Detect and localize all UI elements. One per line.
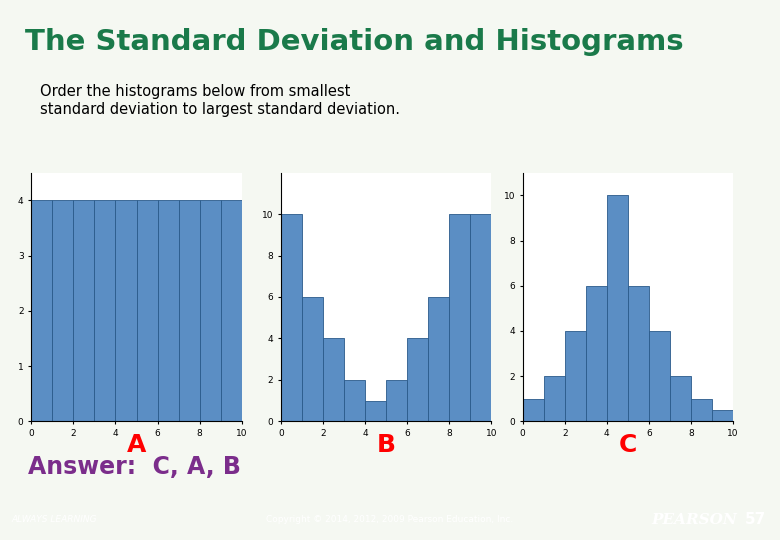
Bar — [407, 339, 428, 421]
Bar — [323, 339, 344, 421]
Bar — [200, 200, 221, 421]
Bar — [73, 200, 94, 421]
Bar — [428, 297, 449, 421]
Bar — [115, 200, 136, 421]
Bar — [607, 195, 628, 421]
Bar — [281, 214, 302, 421]
Bar — [691, 399, 712, 421]
Bar — [179, 200, 200, 421]
Bar — [344, 380, 365, 421]
Text: Answer:  C, A, B: Answer: C, A, B — [28, 455, 241, 479]
Bar — [523, 399, 544, 421]
Bar — [586, 286, 607, 421]
Bar — [136, 200, 158, 421]
Bar — [712, 410, 733, 421]
Bar — [470, 214, 491, 421]
Bar — [565, 331, 586, 421]
Bar — [31, 200, 52, 421]
Bar — [449, 214, 470, 421]
Bar — [52, 200, 73, 421]
Text: 57: 57 — [745, 512, 766, 527]
Bar — [544, 376, 565, 421]
Bar — [302, 297, 323, 421]
Text: C: C — [619, 434, 637, 457]
Bar — [670, 376, 691, 421]
Text: Copyright © 2014, 2012, 2009 Pearson Education, Inc.: Copyright © 2014, 2012, 2009 Pearson Edu… — [267, 515, 513, 524]
Bar — [386, 380, 407, 421]
Text: B: B — [377, 434, 395, 457]
Text: Order the histograms below from smallest
standard deviation to largest standard : Order the histograms below from smallest… — [41, 84, 400, 117]
Bar — [94, 200, 115, 421]
Text: ALWAYS LEARNING: ALWAYS LEARNING — [12, 515, 98, 524]
Bar — [158, 200, 179, 421]
Text: The Standard Deviation and Histograms: The Standard Deviation and Histograms — [25, 28, 683, 56]
Bar — [628, 286, 649, 421]
Bar — [221, 200, 242, 421]
Bar — [649, 331, 670, 421]
Text: PEARSON: PEARSON — [651, 513, 737, 526]
Text: A: A — [127, 434, 146, 457]
Bar — [365, 401, 386, 421]
